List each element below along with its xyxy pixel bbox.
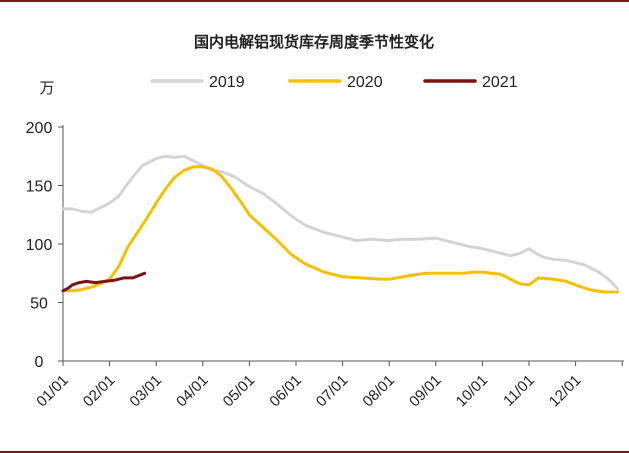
unit-label: 万 (39, 79, 54, 97)
bottom-frame-line (0, 451, 629, 453)
series-lines (61, 154, 619, 294)
y-tick-label: 50 (30, 296, 48, 313)
x-tick-label: 11/01 (500, 372, 538, 410)
x-tick-label: 07/01 (313, 372, 352, 411)
x-tick-label: 03/01 (126, 372, 165, 411)
series-line-2019 (61, 154, 619, 290)
y-tick-label: 150 (26, 179, 53, 196)
y-tick-label: 0 (35, 354, 44, 371)
top-frame-line (0, 0, 629, 2)
x-tick-label: 05/01 (220, 372, 259, 411)
x-ticks: 01/01 02/01 03/01 04/01 05/01 06/01 07/01 08/01… (33, 361, 623, 411)
x-tick-label: 10/01 (453, 372, 492, 411)
series-line-2020 (61, 165, 619, 294)
x-tick-label: 01/01 (33, 372, 72, 411)
x-tick-label: 08/01 (359, 372, 398, 411)
legend-label-2020: 2020 (347, 74, 383, 91)
x-tick-label: 06/01 (266, 372, 305, 411)
x-tick-label: 09/01 (406, 372, 445, 411)
series-line-2021 (61, 271, 147, 293)
y-tick-label: 100 (26, 237, 53, 254)
x-tick-label: 04/01 (173, 372, 212, 411)
y-tick-label: 200 (26, 120, 53, 137)
axes (62, 125, 624, 362)
x-tick-label: 02/01 (80, 372, 119, 411)
legend: 2019 2020 2021 (150, 74, 518, 91)
legend-label-2021: 2021 (482, 74, 518, 91)
x-tick-label: 12/01 (546, 372, 585, 411)
chart-title: 国内电解铝现货库存周度季节性变化 (194, 33, 434, 51)
y-ticks: 0 50 100 150 200 (26, 120, 63, 371)
legend-label-2019: 2019 (209, 74, 245, 91)
